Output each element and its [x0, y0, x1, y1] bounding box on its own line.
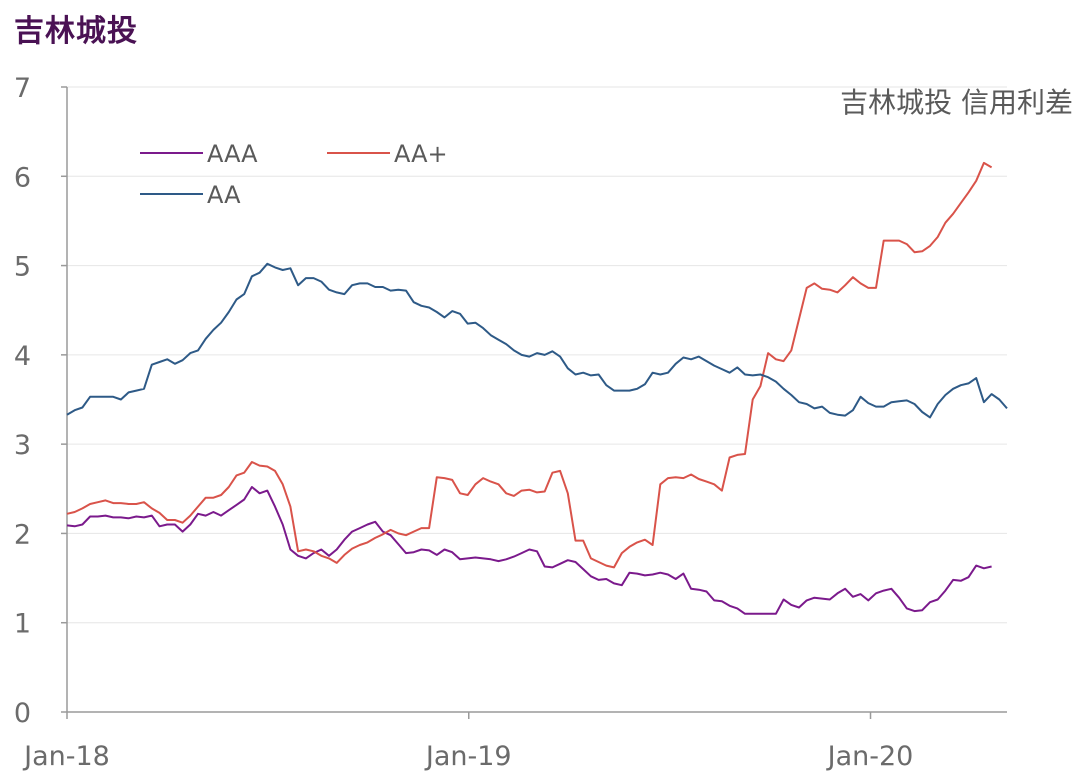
gridlines	[67, 86, 1007, 624]
series-line-aaa	[66, 486, 992, 615]
legend-label: AA+	[394, 140, 448, 168]
y-tick-label: 7	[14, 73, 31, 104]
legend-label: AAA	[207, 140, 258, 168]
x-tick-label: Jan-20	[826, 741, 914, 772]
page-title: 吉林城投	[14, 14, 138, 49]
legend-label: AA	[207, 181, 241, 209]
y-tick-label: 1	[14, 609, 31, 640]
series-line-aaplus	[66, 161, 993, 569]
y-tick-label: 5	[14, 252, 31, 283]
chart-title: 吉林城投 信用利差	[840, 86, 1073, 119]
y-tick-label: 6	[14, 162, 31, 193]
y-tick-label: 3	[14, 430, 31, 461]
series-line-aa	[66, 262, 1008, 419]
legend: AAA AA+ AA	[140, 140, 448, 209]
y-tick-label: 0	[14, 698, 31, 729]
x-tick-label: Jan-19	[424, 741, 512, 772]
x-tick-label: Jan-18	[22, 741, 110, 772]
y-tick-label: 4	[14, 341, 31, 372]
y-tick-label: 2	[14, 519, 31, 550]
axes: 0 1 2 3 4 5 6 7 Jan-18 Jan-19 Jan-20	[14, 73, 1007, 772]
series-lines	[66, 161, 1008, 615]
